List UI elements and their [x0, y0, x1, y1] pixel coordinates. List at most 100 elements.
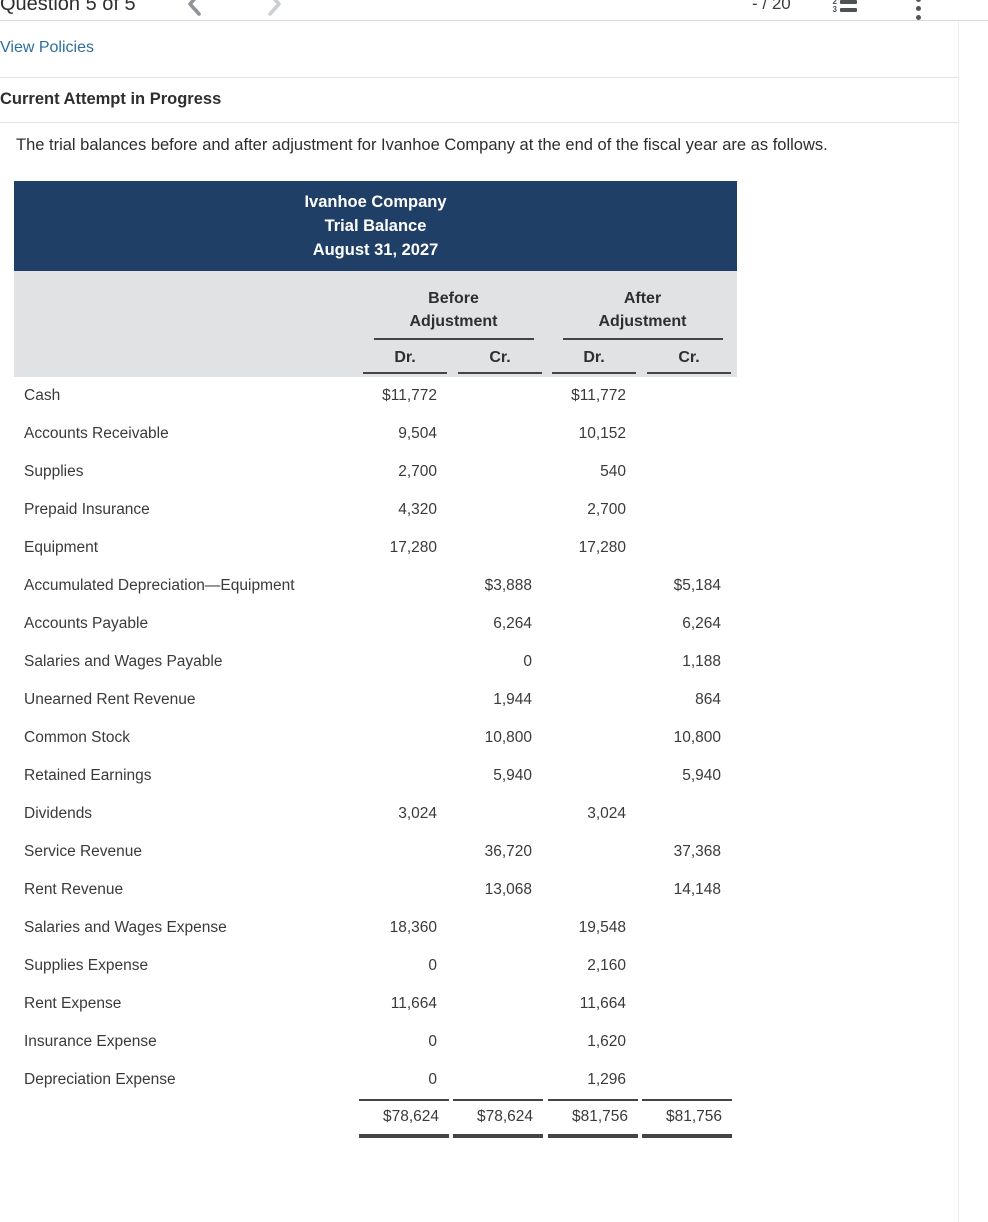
- after-dr-value: [548, 567, 642, 605]
- before-cr-value: 6,264: [493, 615, 532, 633]
- table-row: Rent Expense 11,664 11,664: [14, 985, 737, 1023]
- after-adjustment-header: After Adjustment: [562, 287, 723, 341]
- kebab-menu-icon: [916, 0, 921, 20]
- table-row: Supplies Expense 0 2,160: [14, 947, 737, 985]
- after-dr-value: 2,700: [587, 501, 626, 519]
- after-cr-value: 37,368: [673, 843, 722, 861]
- account-name: Equipment: [24, 539, 99, 557]
- after-dr-value: 10,152: [578, 425, 626, 443]
- table-row: Salaries and Wages Expense 18,360 19,548: [14, 909, 737, 947]
- before-dr-value: 18,360: [389, 919, 437, 937]
- account-name: Common Stock: [24, 729, 130, 747]
- total-before-cr: $78,624: [453, 1099, 543, 1126]
- after-cr-value: [642, 491, 737, 529]
- total-after-cr: $81,756: [642, 1099, 732, 1126]
- before-cr-value: $3,888: [484, 577, 532, 595]
- after-cr-value: 5,940: [682, 767, 722, 785]
- totals-spacer: [14, 1099, 359, 1126]
- account-name: Prepaid Insurance: [24, 501, 150, 519]
- account-name: Rent Revenue: [24, 881, 124, 899]
- table-title: Ivanhoe Company Trial Balance August 31,…: [14, 190, 737, 262]
- chevron-left-icon: [188, 0, 201, 16]
- before-cr-value: [453, 415, 548, 453]
- after-dr-value: [548, 833, 642, 871]
- before-dr-value: [359, 643, 453, 681]
- account-name: Salaries and Wages Expense: [24, 919, 227, 937]
- after-dr-value: [548, 681, 642, 719]
- before-dr-value: [359, 757, 453, 795]
- account-name: Supplies Expense: [24, 957, 149, 975]
- before-dr-value: 9,504: [398, 425, 437, 443]
- view-policies-link[interactable]: View Policies: [0, 39, 94, 56]
- table-row: Prepaid Insurance 4,320 2,700: [14, 491, 737, 529]
- double-rule: [359, 1134, 449, 1139]
- after-cr-value: [642, 1023, 737, 1061]
- after-dr-value: 11,664: [579, 995, 626, 1013]
- before-dr-value: 17,280: [389, 539, 437, 557]
- account-name: Cash: [24, 387, 61, 405]
- divider: [0, 77, 958, 78]
- after-cr-value: 864: [695, 691, 722, 709]
- before-cr-header: Cr.: [458, 349, 542, 375]
- before-dr-value: 0: [428, 1071, 437, 1089]
- table-row: Accumulated Depreciation—Equipment $3,88…: [14, 567, 737, 605]
- score-display: - / 20: [752, 0, 791, 13]
- after-cr-value: [642, 947, 737, 985]
- after-cr-value: 14,148: [673, 881, 722, 899]
- table-row: Equipment 17,280 17,280: [14, 529, 737, 567]
- totals-row: $78,624 $78,624 $81,756 $81,756: [14, 1099, 737, 1126]
- before-cr-value: [453, 909, 548, 947]
- double-rule: [642, 1134, 732, 1139]
- table-row: Retained Earnings 5,940 5,940: [14, 757, 737, 795]
- account-name: Salaries and Wages Payable: [24, 653, 223, 671]
- divider: [0, 122, 958, 123]
- before-cr-value: [453, 1023, 548, 1061]
- double-rule: [548, 1134, 638, 1139]
- account-header-spacer: [14, 340, 359, 378]
- account-name: Accounts Receivable: [24, 425, 169, 443]
- account-name: Unearned Rent Revenue: [24, 691, 196, 709]
- table-row: Cash $11,772 $11,772: [14, 377, 737, 415]
- before-cr-value: [453, 985, 548, 1023]
- trial-balance-body: Cash $11,772 $11,772 Accounts Receivable…: [14, 377, 737, 1099]
- before-dr-value: 11,664: [390, 995, 437, 1013]
- after-dr-value: 17,280: [578, 539, 626, 557]
- question-counter: Question 5 of 5: [0, 0, 136, 15]
- table-row: Service Revenue 36,720 37,368: [14, 833, 737, 871]
- before-dr-value: [359, 719, 453, 757]
- after-dr-value: 3,024: [587, 805, 626, 823]
- before-cr-value: 5,940: [493, 767, 532, 785]
- after-dr-value: [548, 605, 642, 643]
- after-dr-value: [548, 719, 642, 757]
- after-cr-value: 10,800: [673, 729, 722, 747]
- total-after-dr: $81,756: [548, 1099, 638, 1126]
- statement-name: Trial Balance: [324, 217, 427, 235]
- after-dr-value: $11,772: [571, 387, 626, 405]
- before-cr-value: [453, 795, 548, 833]
- intro-text: The trial balances before and after adju…: [16, 136, 828, 154]
- account-name: Supplies: [24, 463, 84, 481]
- after-cr-header: Cr.: [647, 349, 732, 375]
- trial-balance-table: Ivanhoe Company Trial Balance August 31,…: [14, 181, 738, 1148]
- total-before-dr: $78,624: [359, 1099, 449, 1126]
- double-rule-row: [14, 1126, 737, 1148]
- content: View Policies Current Attempt in Progres…: [0, 21, 959, 1222]
- table-row: Salaries and Wages Payable 0 1,188: [14, 643, 737, 681]
- next-question-button[interactable]: [266, 0, 283, 16]
- question-list-button[interactable]: 1 2 3: [831, 0, 857, 14]
- before-cr-value: [453, 947, 548, 985]
- before-cr-value: 0: [523, 653, 532, 671]
- before-dr-value: [359, 871, 453, 909]
- account-name: Retained Earnings: [24, 767, 152, 785]
- drcr-header-row: Dr. Cr. Dr. Cr.: [14, 340, 738, 378]
- after-dr-value: 1,620: [587, 1033, 626, 1051]
- previous-question-button[interactable]: [186, 0, 203, 16]
- before-cr-value: 13,068: [484, 881, 532, 899]
- after-dr-value: 19,548: [578, 919, 626, 937]
- table-title-row: Ivanhoe Company Trial Balance August 31,…: [14, 181, 738, 271]
- table-row: Rent Revenue 13,068 14,148: [14, 871, 737, 909]
- topbar: Question 5 of 5 - / 20 1 2 3: [0, 0, 988, 21]
- before-dr-value: [359, 833, 453, 871]
- question-list-icon: 1 2 3: [831, 0, 857, 14]
- kebab-menu-button[interactable]: [916, 0, 921, 24]
